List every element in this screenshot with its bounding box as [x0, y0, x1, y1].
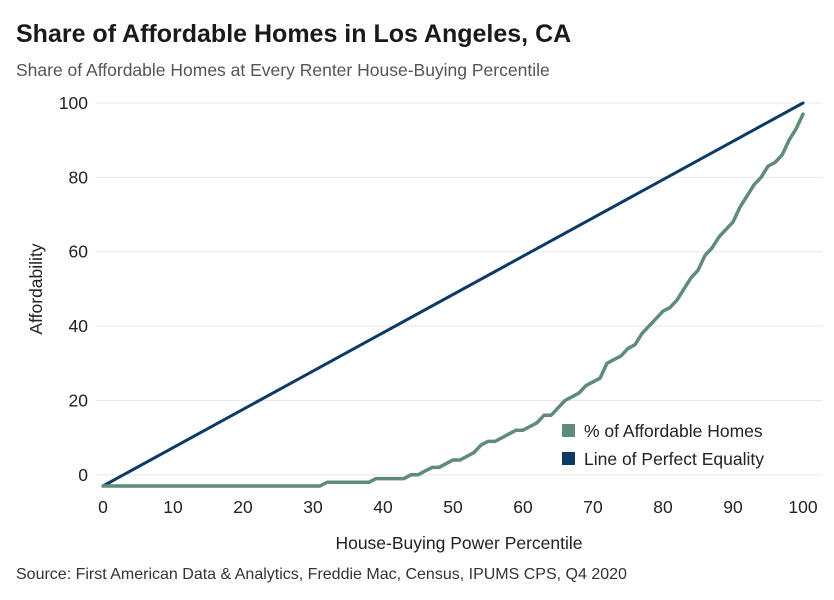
- y-tick-label: 100: [59, 93, 88, 113]
- x-tick-label: 100: [788, 497, 817, 517]
- y-tick-label: 20: [69, 390, 89, 410]
- x-tick-label: 30: [303, 497, 323, 517]
- legend-swatch-equality: [562, 452, 575, 465]
- source-note: Source: First American Data & Analytics,…: [16, 566, 627, 583]
- chart-subtitle: Share of Affordable Homes at Every Rente…: [16, 60, 550, 80]
- y-tick-label: 40: [69, 316, 89, 336]
- line-chart: 0 20 40 60 80 100 0 10 20 30 40 50 60 70 80 90 100 Hous…: [26, 93, 823, 553]
- series-line-affordable-homes: [101, 112, 805, 488]
- y-tick-label: 0: [78, 465, 88, 485]
- x-tick-label: 70: [583, 497, 603, 517]
- x-tick-label: 60: [513, 497, 533, 517]
- x-tick-label: 90: [723, 497, 743, 517]
- x-tick-label: 40: [373, 497, 393, 517]
- x-tick-label: 20: [233, 497, 253, 517]
- series-lines: [101, 101, 805, 488]
- series-line-perfect-equality: [101, 101, 805, 488]
- legend-swatch-affordable: [562, 424, 575, 437]
- x-axis-label: House-Buying Power Percentile: [335, 533, 582, 553]
- x-axis-ticks: 0 10 20 30 40 50 60 70 80 90 100: [98, 497, 818, 517]
- y-tick-label: 60: [69, 242, 89, 262]
- legend-label-equality: Line of Perfect Equality: [584, 449, 764, 469]
- x-tick-label: 0: [98, 497, 108, 517]
- y-tick-label: 80: [69, 167, 89, 187]
- legend-label-affordable: % of Affordable Homes: [584, 421, 763, 441]
- y-axis-ticks: 0 20 40 60 80 100: [59, 93, 88, 485]
- x-tick-label: 10: [163, 497, 183, 517]
- chart-legend: % of Affordable Homes Line of Perfect Eq…: [562, 421, 764, 469]
- y-axis-label: Affordability: [26, 243, 46, 334]
- x-tick-label: 80: [653, 497, 673, 517]
- chart-title: Share of Affordable Homes in Los Angeles…: [16, 20, 572, 48]
- x-tick-label: 50: [443, 497, 463, 517]
- gridlines: [95, 102, 823, 476]
